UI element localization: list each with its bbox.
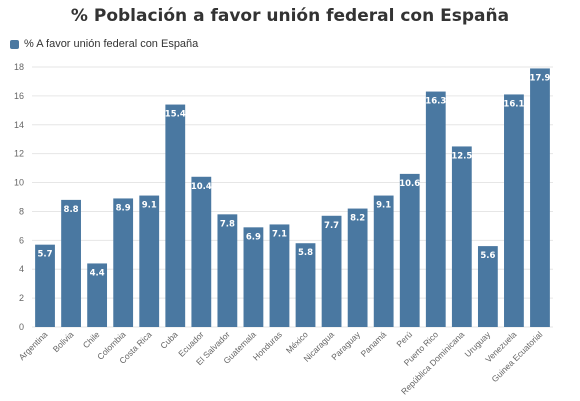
chart-title: % Población a favor unión federal con Es… xyxy=(70,6,510,26)
data-label: 16.1 xyxy=(503,99,524,109)
y-tick-label: 18 xyxy=(14,62,24,72)
y-tick-label: 12 xyxy=(14,149,24,159)
data-label: 6.9 xyxy=(246,232,261,242)
y-tick-label: 0 xyxy=(19,322,24,332)
y-tick-label: 6 xyxy=(19,235,24,245)
x-tick-label: Perú xyxy=(394,329,414,349)
bar xyxy=(295,243,316,327)
x-tick-label: Panamá xyxy=(359,329,389,359)
data-label: 15.4 xyxy=(165,110,186,120)
x-tick-label: Bolivia xyxy=(51,329,76,354)
bar xyxy=(321,215,342,327)
y-tick-label: 10 xyxy=(14,178,24,188)
data-label: 10.6 xyxy=(399,179,420,189)
bar xyxy=(451,146,472,327)
data-label: 8.8 xyxy=(64,205,79,215)
y-tick-label: 14 xyxy=(14,120,24,130)
bar xyxy=(87,263,108,327)
x-tick-label: Argentina xyxy=(17,329,50,362)
bar xyxy=(61,199,81,327)
data-label: 7.7 xyxy=(324,221,339,231)
bar xyxy=(347,208,368,327)
bar xyxy=(477,246,498,327)
x-tick-label: Chile xyxy=(81,329,102,350)
bar xyxy=(165,104,186,327)
bar xyxy=(191,176,212,327)
bar xyxy=(139,195,160,327)
bar xyxy=(373,195,394,327)
bar xyxy=(217,214,238,327)
legend-label: % A favor unión federal con España xyxy=(24,38,199,50)
bar xyxy=(35,244,55,327)
y-tick-label: 8 xyxy=(19,206,24,216)
data-label: 4.4 xyxy=(90,268,105,278)
data-label: 7.8 xyxy=(220,219,235,229)
data-label: 8.9 xyxy=(116,203,131,213)
x-tick-label: Cuba xyxy=(158,329,180,351)
data-label: 16.3 xyxy=(425,97,446,107)
data-label: 5.6 xyxy=(480,251,495,261)
bar xyxy=(269,224,290,327)
y-tick-label: 16 xyxy=(14,91,24,101)
data-label: 5.8 xyxy=(298,248,313,258)
bar xyxy=(504,94,524,327)
data-label: 12.5 xyxy=(451,151,472,161)
y-tick-label: 2 xyxy=(19,293,24,303)
data-label: 8.2 xyxy=(350,214,365,224)
x-tick-label: Paraguay xyxy=(329,329,362,362)
data-label: 9.1 xyxy=(142,201,157,211)
bar xyxy=(113,198,134,327)
data-label: 10.4 xyxy=(191,182,212,192)
data-label: 7.1 xyxy=(272,229,287,239)
bar xyxy=(243,227,264,327)
y-tick-label: 4 xyxy=(19,264,24,274)
legend-swatch xyxy=(10,39,19,49)
legend[interactable]: % A favor unión federal con España xyxy=(10,38,198,50)
bar xyxy=(530,68,550,327)
data-label: 9.1 xyxy=(376,201,391,211)
data-label: 5.7 xyxy=(37,250,52,260)
bar xyxy=(425,91,446,327)
data-label: 17.9 xyxy=(529,73,550,83)
bar xyxy=(399,173,420,327)
